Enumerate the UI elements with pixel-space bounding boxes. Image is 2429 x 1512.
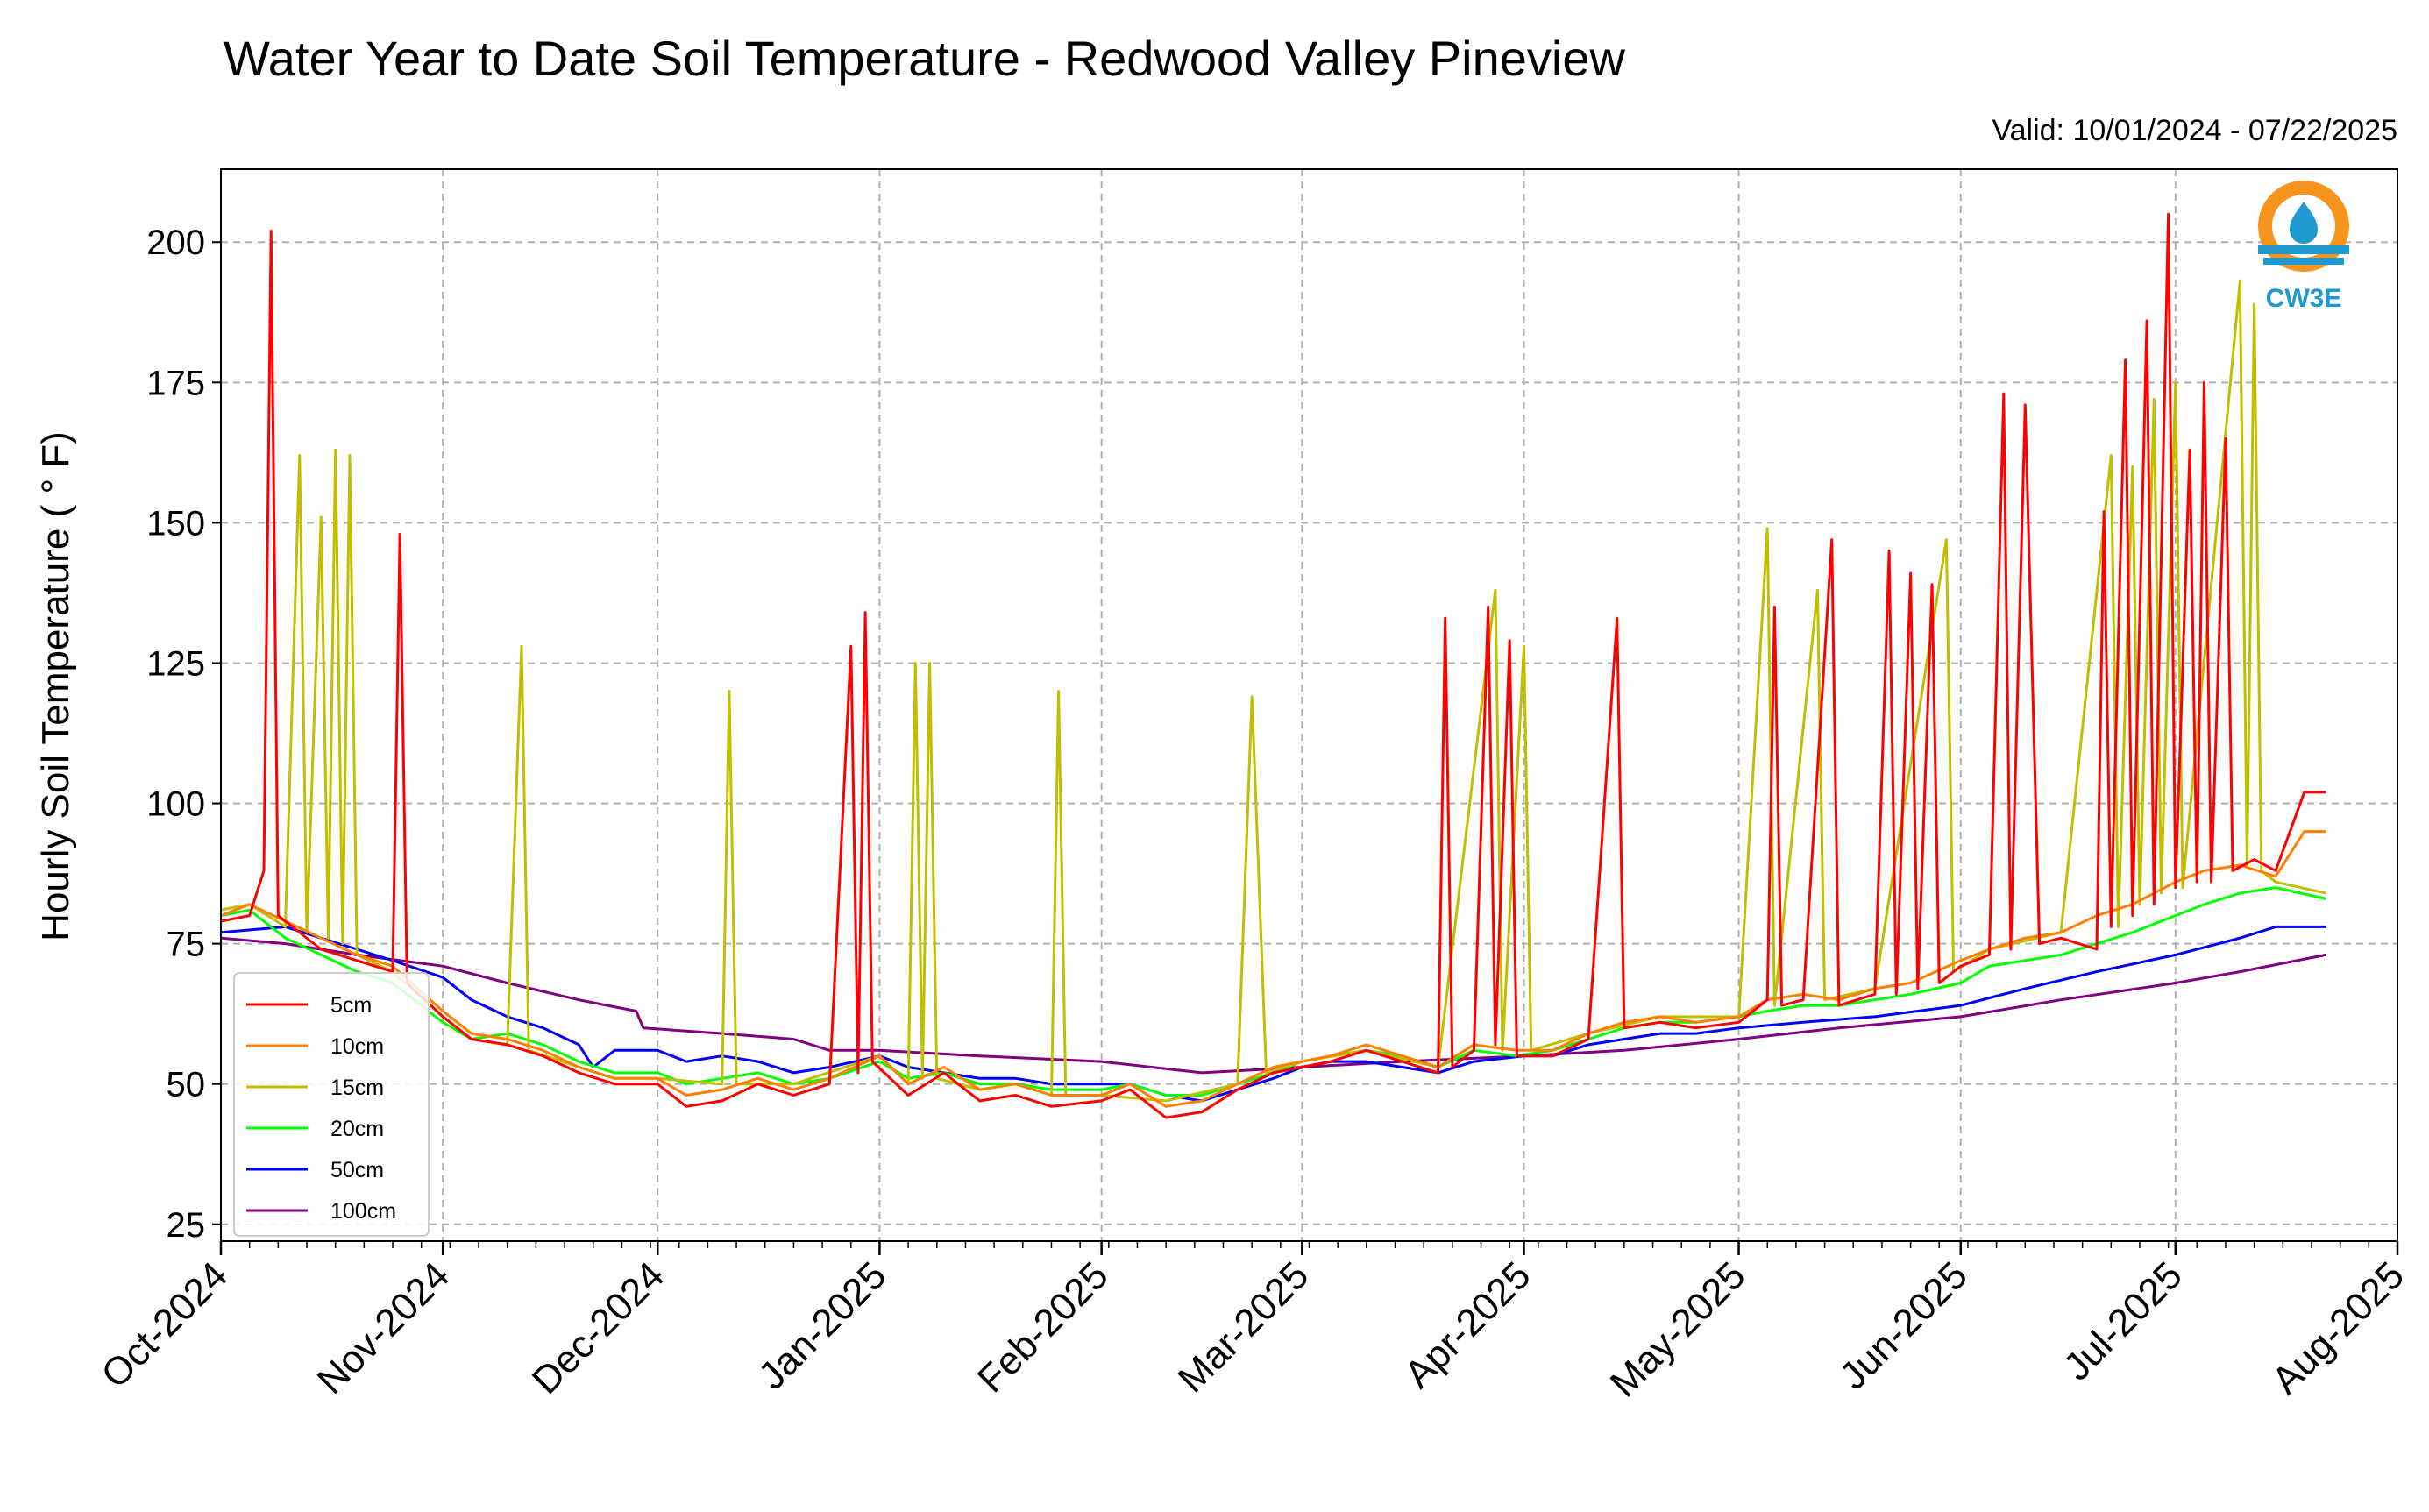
x-tick-label: May-2025 — [1602, 1253, 1754, 1405]
series-line-10cm — [220, 830, 2326, 1108]
series-line-50cm — [220, 925, 2326, 1103]
legend-label: 5cm — [330, 993, 372, 1018]
series-line-100cm — [220, 936, 2326, 1075]
legend: 5cm 10cm 15cm 20cm 50cm 100cm — [233, 972, 430, 1237]
y-tick-label: 175 — [146, 364, 205, 402]
y-tick-label: 125 — [146, 644, 205, 683]
chart-title: Water Year to Date Soil Temperature - Re… — [224, 31, 1625, 86]
x-tick-label: Nov-2024 — [309, 1253, 458, 1402]
x-axis: Oct-2024 Nov-2024 Dec-2024 Jan-2025 Feb-2025… — [93, 1241, 2412, 1405]
x-tick-label: Mar-2025 — [1170, 1253, 1317, 1401]
y-tick-label: 200 — [146, 224, 205, 262]
legend-label: 100cm — [330, 1199, 396, 1224]
legend-label: 20cm — [330, 1117, 384, 1141]
y-tick-label: 50 — [167, 1066, 206, 1104]
y-tick-label: 25 — [167, 1206, 206, 1245]
x-tick-label: Jan-2025 — [750, 1253, 894, 1397]
series-line-15cm — [220, 280, 2326, 1103]
cw3e-logo: CW3E — [2258, 181, 2349, 313]
series-lines — [220, 212, 2326, 1119]
legend-label: 15cm — [330, 1075, 384, 1100]
y-tick-label: 75 — [167, 926, 206, 964]
y-tick-label: 150 — [146, 504, 205, 543]
grid-lines — [220, 169, 2398, 1241]
plot-frame — [220, 168, 2398, 1242]
x-tick-label: Jul-2025 — [2056, 1253, 2191, 1388]
y-tick-label: 100 — [146, 785, 205, 824]
y-axis: 25 50 75 100 125 150 175 200 — [146, 224, 221, 1245]
x-tick-label: Aug-2025 — [2263, 1253, 2412, 1402]
series-line-5cm — [220, 212, 2326, 1119]
x-tick-label: Jun-2025 — [1831, 1253, 1975, 1397]
logo-wave-icon — [2258, 245, 2349, 254]
logo-wave2-icon — [2263, 258, 2344, 265]
logo-text: CW3E — [2266, 284, 2342, 313]
x-tick-label: Apr-2025 — [1396, 1253, 1539, 1396]
legend-label: 50cm — [330, 1158, 384, 1182]
x-tick-label: Dec-2024 — [524, 1253, 673, 1402]
legend-label: 10cm — [330, 1034, 384, 1059]
x-tick-label: Oct-2024 — [93, 1253, 236, 1396]
y-axis-label: Hourly Soil Temperature ( ° F) — [34, 431, 77, 941]
chart-subtitle: Valid: 10/01/2024 - 07/22/2025 — [1992, 114, 2397, 147]
logo-drop-icon — [2290, 202, 2318, 244]
x-tick-label: Feb-2025 — [969, 1253, 1117, 1401]
